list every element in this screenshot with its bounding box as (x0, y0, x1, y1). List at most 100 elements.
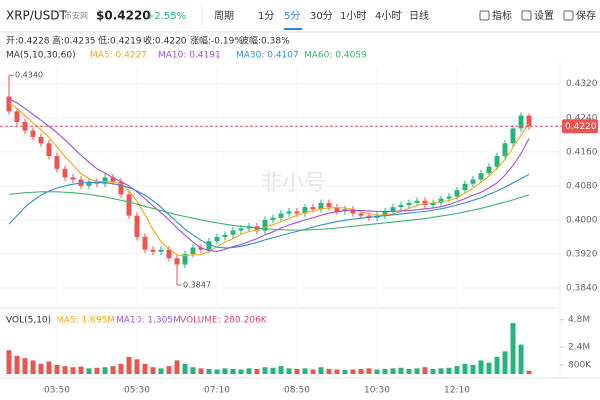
candle-body (54, 156, 60, 169)
volume-bar (510, 323, 516, 374)
volume-bar (222, 368, 228, 374)
volume-bar (70, 367, 76, 374)
candle-body (30, 130, 36, 137)
ma-legend: MA10: 0.4191 (158, 51, 221, 61)
toolbar-button[interactable]: 1分 (258, 10, 274, 22)
toolbar-button[interactable]: 4小时 (375, 10, 401, 22)
candle-body (222, 234, 228, 237)
volume-bar (310, 369, 316, 374)
x-tick-label: 03:50 (44, 386, 70, 396)
ma-line (8, 191, 530, 231)
volume-bar (526, 370, 532, 374)
candle-body (278, 213, 284, 218)
volume-bar (14, 355, 20, 374)
y-tick-label: 0.4080 (566, 181, 598, 191)
volume-bar (470, 364, 476, 374)
y-tick-label: 0.4320 (566, 79, 598, 89)
y-tick-label: 0.4240 (566, 113, 598, 123)
candle-body (478, 173, 484, 180)
candle-body (302, 207, 308, 214)
volume-bar (238, 369, 244, 374)
candle-body (158, 249, 164, 252)
volume-bar (182, 363, 188, 374)
toolbar-button[interactable]: 30分 (310, 10, 333, 22)
last-price-box (562, 119, 598, 134)
toolbar-button[interactable]: 5分 (284, 10, 300, 22)
volume-bar (286, 368, 292, 374)
tool-button[interactable]: 指标 (492, 9, 512, 22)
volume-bar (326, 368, 332, 374)
ma-line (8, 102, 530, 257)
candle-body (414, 200, 420, 203)
volume-bar (262, 367, 268, 374)
y-tick-label: 0.4000 (566, 215, 598, 225)
candle-body (38, 136, 44, 144)
candle-body (518, 115, 524, 129)
volume-bar (62, 366, 68, 374)
candle-body (14, 111, 20, 123)
volume-bar (6, 350, 12, 374)
candle-body (326, 202, 332, 208)
candle-body (390, 207, 396, 212)
toolbar-button[interactable]: 1小时 (340, 10, 366, 22)
volume-bar (246, 368, 252, 374)
candle-body (86, 181, 92, 186)
candle-body (366, 215, 372, 218)
x-tick-label: 10:30 (364, 386, 390, 396)
candle-body (150, 249, 156, 252)
volume-bar (86, 368, 92, 374)
toolbar-button: 周期 (214, 10, 234, 22)
volume-bar (198, 368, 204, 374)
volume-legend: MA10: 1.305M (116, 316, 181, 326)
volume-bar (110, 366, 116, 374)
candle-body (190, 247, 196, 254)
tool-button[interactable]: 保存 (576, 9, 596, 22)
volume-bar (126, 357, 132, 374)
x-tick-label: 07:10 (204, 386, 230, 396)
volume-bar (278, 366, 284, 374)
candle-body (198, 247, 204, 250)
candle-body (454, 190, 460, 197)
volume-bar (502, 351, 508, 374)
candle-body (214, 236, 220, 242)
tool-icon (479, 10, 490, 21)
volume-tick-label: 4.8M (568, 315, 590, 325)
y-tick-label: 0.3840 (566, 283, 598, 293)
ohlc-info: 波幅:0.38% (240, 35, 290, 47)
ohlc-info: 低:0.4219 (98, 35, 142, 47)
candle-body (526, 115, 532, 127)
volume-bar (374, 369, 380, 374)
candle-body (166, 249, 172, 259)
volume-bar (486, 362, 492, 374)
volume-bar (430, 368, 436, 374)
ohlc-info: 开:0.4228 (6, 36, 50, 47)
min-marker-label: 0.3847 (183, 281, 211, 290)
candle-body (470, 179, 476, 184)
ma-legend: MA60: 0.4059 (304, 51, 367, 61)
volume-bar (158, 368, 164, 374)
ma-legend: MA30: 0.4107 (236, 51, 299, 61)
candle-body (182, 253, 188, 265)
tool-button[interactable]: 设置 (534, 10, 554, 22)
candle-body (238, 228, 244, 231)
volume-bar (390, 368, 396, 374)
volume-bar (22, 358, 28, 374)
last-price-label: 0.4220 (565, 122, 597, 132)
volume-bar (254, 368, 260, 374)
volume-tick-label: 2.4M (568, 342, 590, 352)
volume-bar (54, 364, 60, 374)
volume-bar (174, 360, 180, 374)
volume-legend: MA5: 1.695M (56, 316, 115, 326)
toolbar-button[interactable]: 日线 (409, 9, 429, 22)
ma-legend: MA5: 0.4227 (90, 51, 147, 61)
volume-bar (30, 360, 36, 374)
volume-bar (134, 359, 140, 374)
candle-body (358, 213, 364, 216)
watermark: 非小号 (260, 171, 326, 196)
candle-body (310, 207, 316, 210)
candle-body (334, 207, 340, 212)
symbol: XRP/USDT (6, 9, 67, 23)
x-tick-label: 12:10 (444, 386, 470, 396)
candle-body (142, 236, 148, 250)
candle-body (70, 177, 76, 180)
